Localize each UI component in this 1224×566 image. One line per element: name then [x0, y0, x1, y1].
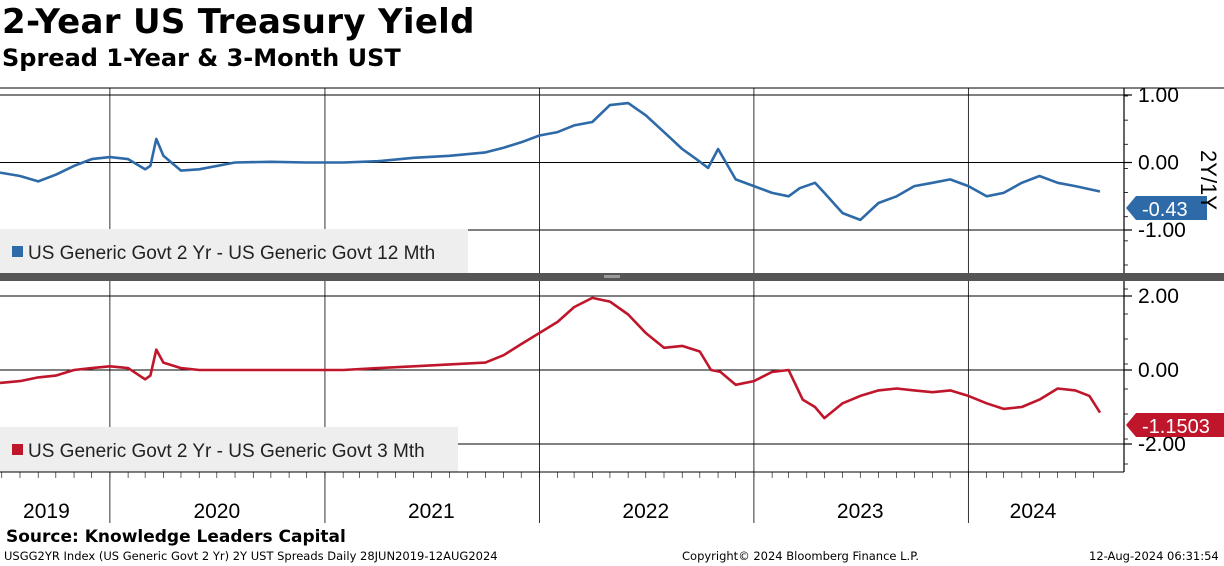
x-tick-label: 2022	[622, 500, 669, 523]
x-tick-label: 2024	[1010, 500, 1057, 523]
chart-title: 2-Year US Treasury Yield	[2, 2, 475, 42]
legend-box	[0, 229, 468, 274]
y-tick-label: 0.00	[1138, 152, 1179, 175]
series-line	[0, 296, 1102, 420]
footer-copyright: Copyright© 2024 Bloomberg Finance L.P.	[682, 549, 919, 563]
footer-ticker-info: USGG2YR Index (US Generic Govt 2 Yr) 2Y …	[4, 549, 498, 563]
bottom-panel-series	[0, 296, 1102, 420]
last-value-label: -1.1503	[1142, 416, 1210, 438]
axes	[0, 87, 1224, 523]
last-value-flag	[1126, 196, 1207, 220]
bottom-panel-legend: US Generic Govt 2 Yr - US Generic Govt 3…	[0, 427, 458, 472]
last-value-flag	[1126, 413, 1224, 437]
source-note: Source: Knowledge Leaders Capital	[6, 527, 346, 547]
legend-swatch	[12, 246, 23, 257]
series-line	[0, 101, 1101, 222]
legend-box	[0, 427, 458, 472]
y-tick-label: 2.00	[1138, 285, 1179, 308]
top-panel-legend: US Generic Govt 2 Yr - US Generic Govt 1…	[0, 229, 468, 274]
y-tick-label: 0.00	[1138, 359, 1179, 382]
last-value-label: -0.43	[1142, 199, 1188, 221]
x-tick-label: 2020	[193, 500, 240, 523]
legend-label: US Generic Govt 2 Yr - US Generic Govt 3…	[28, 441, 425, 462]
divider-handle[interactable]	[604, 275, 620, 278]
top-panel-grid	[0, 88, 1124, 273]
chart-subtitle: Spread 1-Year & 3-Month UST	[2, 44, 401, 72]
y-tick-label: -2.00	[1138, 433, 1186, 456]
x-tick-label: 2023	[837, 500, 884, 523]
y-axis-title: 2Y/1Y	[1196, 150, 1221, 210]
axis-labels: 1.00 0.00 -1.00-0.43 2.00 0.00 -2.00-1.1503 2Y…	[23, 84, 1224, 523]
x-tick-label: 2019	[23, 500, 70, 523]
x-tick-label: 2021	[408, 500, 455, 523]
legend-swatch	[12, 444, 23, 455]
y-tick-label: -1.00	[1138, 219, 1186, 242]
y-tick-label: 1.00	[1138, 84, 1179, 107]
legend-label: US Generic Govt 2 Yr - US Generic Govt 1…	[28, 243, 435, 264]
footer-timestamp: 12-Aug-2024 06:31:54	[1089, 549, 1219, 563]
top-panel-series	[0, 101, 1101, 222]
